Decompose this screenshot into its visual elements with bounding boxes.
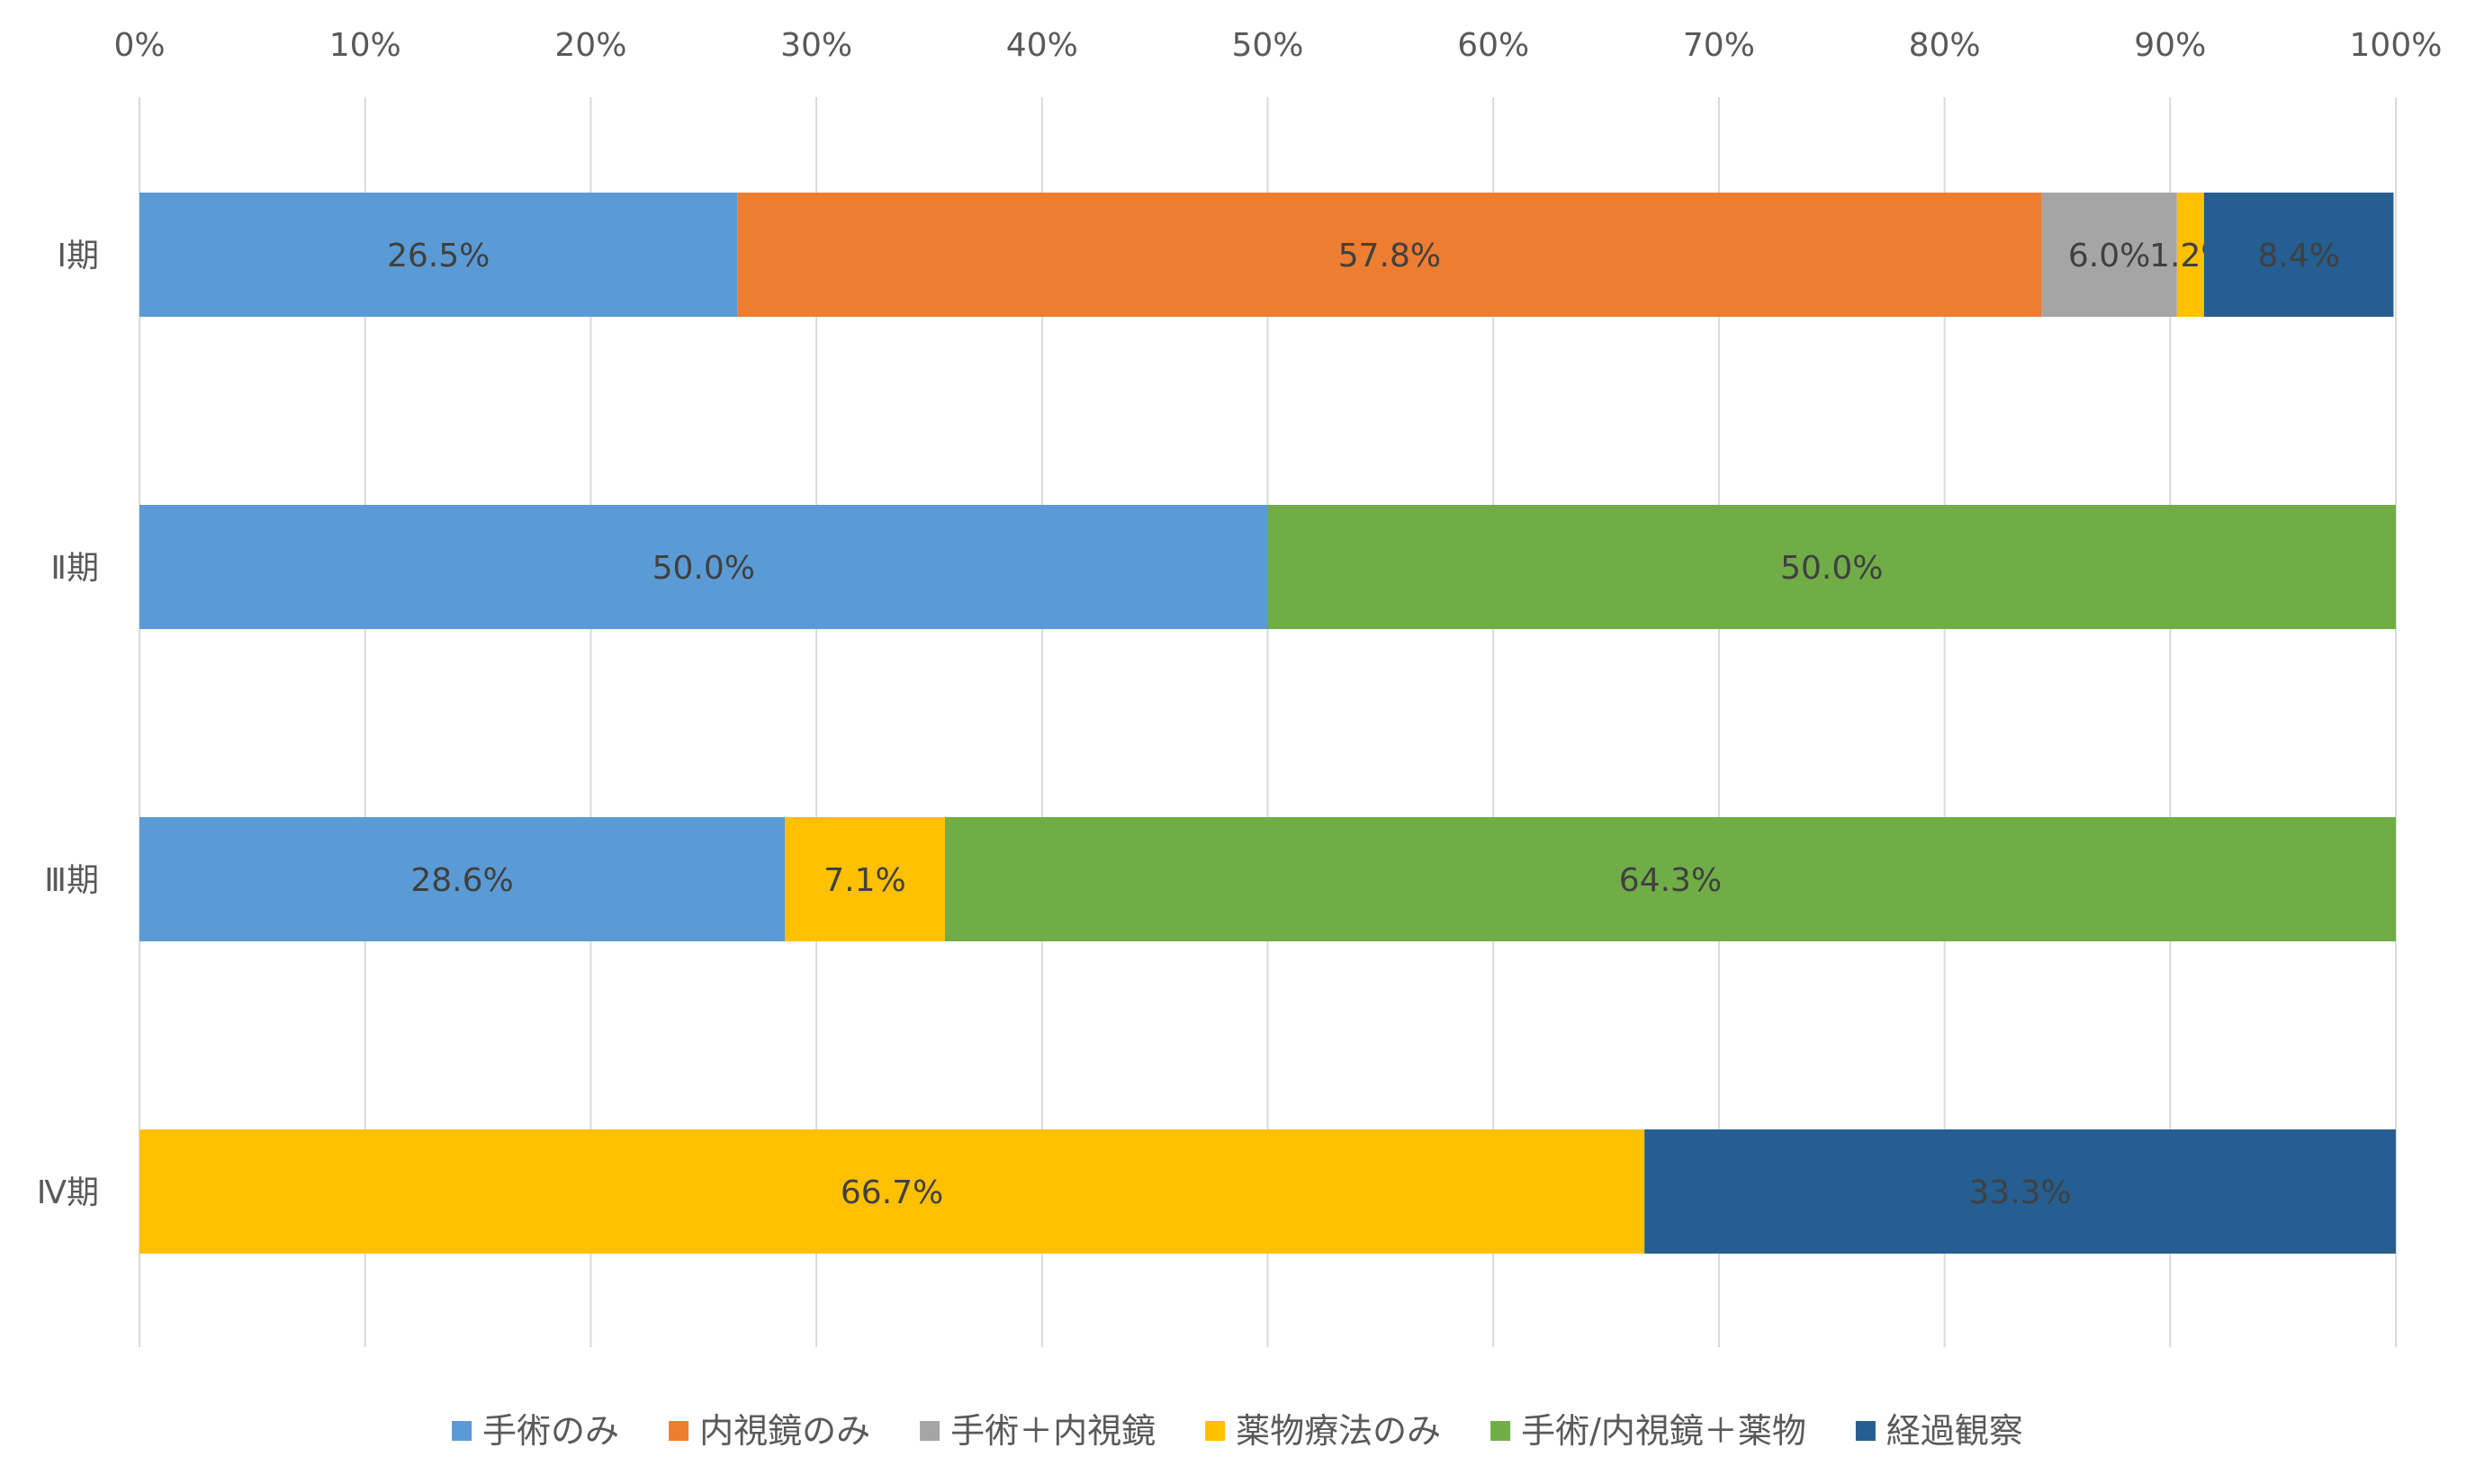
data-label: 8.4% [2257, 238, 2339, 274]
y-axis-categories: Ⅰ期 Ⅱ期 Ⅲ期 Ⅳ期 [37, 238, 99, 1211]
data-label: 7.1% [824, 862, 905, 899]
data-label: 64.3% [1619, 862, 1722, 899]
bar-segment [2203, 193, 2394, 317]
legend: 手術のみ 内視鏡のみ 手術＋内視鏡 薬物療法のみ 手術/内視鏡＋薬物 経過観察 [452, 1411, 2023, 1451]
category-label: Ⅱ期 [50, 550, 99, 587]
x-tick-label: 40% [1006, 27, 1078, 64]
bar-segment [140, 817, 786, 941]
data-label: 6.0% [2068, 238, 2150, 274]
legend-swatch [1855, 1421, 1876, 1441]
bar-segment [140, 193, 738, 317]
data-label: 66.7% [841, 1174, 943, 1211]
legend-label: 薬物療法のみ [1236, 1411, 1441, 1451]
legend-swatch [1205, 1421, 1226, 1441]
bar-segment [785, 817, 945, 941]
x-tick-label: 10% [329, 27, 401, 64]
category-label: Ⅳ期 [37, 1174, 99, 1211]
x-tick-label: 50% [1231, 27, 1303, 64]
legend-swatch [1490, 1421, 1511, 1441]
x-tick-label: 30% [780, 27, 852, 64]
legend-label: 手術/内視鏡＋薬物 [1521, 1411, 1806, 1451]
bar-segment [140, 1129, 1645, 1254]
x-tick-label: 90% [2134, 27, 2206, 64]
data-label: 50.0% [652, 550, 755, 587]
x-tick-label: 80% [1909, 27, 1981, 64]
category-label: Ⅰ期 [57, 238, 99, 274]
category-label: Ⅲ期 [44, 862, 99, 899]
bar-segment [140, 505, 1268, 629]
legend-swatch [669, 1421, 689, 1441]
legend-label: 経過観察 [1886, 1411, 2023, 1451]
data-label: 50.0% [1780, 550, 1883, 587]
data-label: 26.5% [387, 238, 490, 274]
x-tick-label: 100% [2350, 27, 2443, 64]
bar-segment [1644, 1129, 2396, 1254]
legend-label: 内視鏡のみ [699, 1411, 870, 1451]
x-tick-label: 20% [554, 27, 626, 64]
legend-swatch [452, 1421, 472, 1441]
legend-label: 手術＋内視鏡 [950, 1411, 1156, 1451]
bar-segment [944, 817, 2396, 941]
data-label: 33.3% [1968, 1174, 2071, 1211]
bars: 26.5% 57.8% 6.0%1.2% 8.4%50.0% 50.0%28.6% 7.1… [140, 193, 2396, 1254]
x-tick-label: 0% [113, 27, 165, 64]
x-tick-label: 70% [1683, 27, 1755, 64]
x-tick-label: 60% [1457, 27, 1529, 64]
bar-segment [2041, 193, 2177, 317]
legend-swatch [920, 1421, 940, 1441]
x-axis-ticks: 0% 10% 20% 30% 40% 50% 60% 70% 80% 90% 100% [113, 27, 2442, 64]
legend-label: 手術のみ [482, 1411, 619, 1451]
bar-segment [1267, 505, 2396, 629]
data-label: 28.6% [410, 862, 513, 899]
bar-segment [2176, 193, 2204, 317]
data-label: 57.8% [1338, 238, 1441, 274]
bar-segment [737, 193, 2042, 317]
